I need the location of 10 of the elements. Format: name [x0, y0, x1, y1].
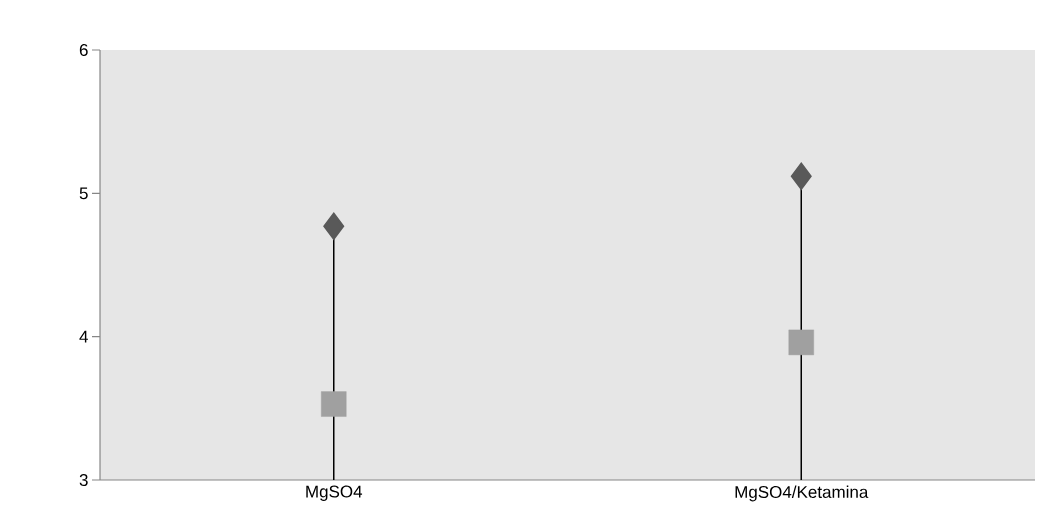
point	[323, 212, 345, 241]
point	[321, 391, 347, 417]
x-tick-label: MgSO4/Ketamina	[735, 485, 869, 502]
x-tick-label: MgSO4	[306, 485, 363, 501]
y-tick-label: 4	[79, 330, 88, 343]
point	[790, 162, 812, 190]
y-tick-label: 3	[79, 473, 88, 487]
y-tick-label: 5	[79, 187, 88, 200]
point	[788, 329, 814, 356]
y-tick-label: 6	[79, 43, 88, 57]
